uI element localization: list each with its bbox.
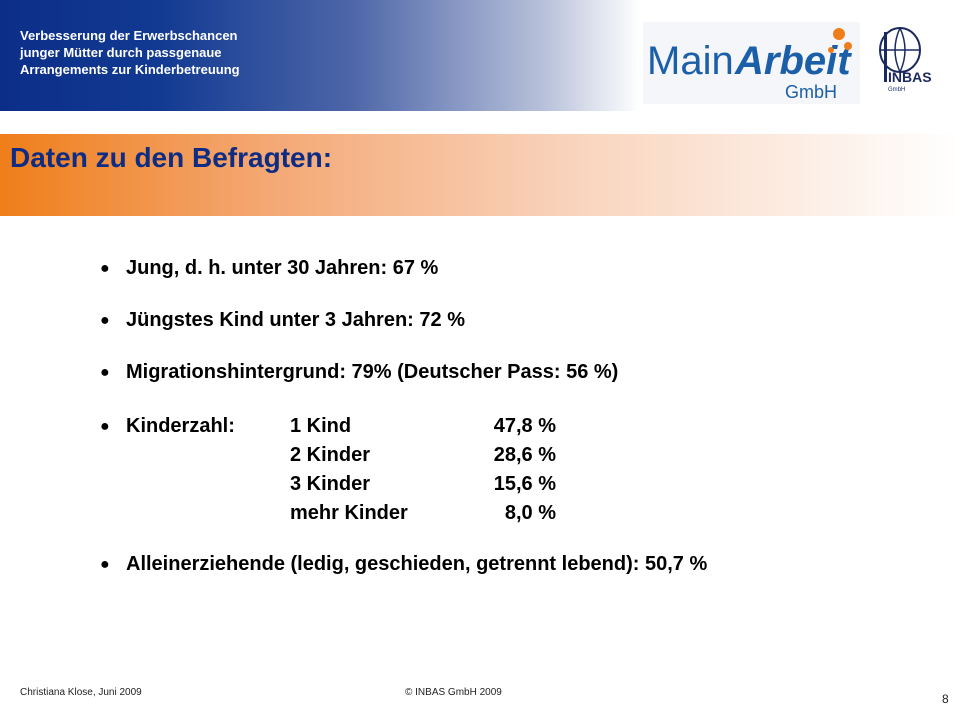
bullet-text: Alleinerziehende (ledig, geschieden, get… <box>126 553 708 575</box>
bullet-icon: ● <box>100 556 110 573</box>
bullet-text: Migrationshintergrund: 79% (Deutscher Pa… <box>126 361 619 383</box>
bullet-item: ● Alleinerziehende (ledig, geschieden, ge… <box>100 552 707 577</box>
bullet-text: Jung, d. h. unter 30 Jahren: 67 % <box>126 257 439 279</box>
bullet-item: ● Migrationshintergrund: 79% (Deutscher P… <box>100 360 618 385</box>
mainarbeit-logo: Main Arbeit GmbH <box>643 22 860 104</box>
logo-word-arbeit: Arbeit <box>734 39 852 83</box>
page-number: 8 <box>942 692 949 706</box>
bullet-icon: ● <box>100 312 110 329</box>
kinderzahl-row-label: mehr Kinder <box>290 502 408 524</box>
project-title-line: junger Mütter durch passgenaue <box>20 45 222 60</box>
footer-copyright: © INBAS GmbH 2009 <box>405 687 502 698</box>
kinderzahl-row-value: 15,6 % <box>493 473 556 495</box>
project-title-line: Arrangements zur Kinderbetreuung <box>20 62 240 77</box>
inbas-logo: INBAS GmbH <box>879 27 932 93</box>
header-band <box>0 0 640 111</box>
page-title: Daten zu den Befragten: <box>10 142 333 173</box>
title-band <box>0 134 960 216</box>
kinderzahl-row-value: 47,8 % <box>493 415 556 437</box>
bullet-icon: ● <box>100 260 110 277</box>
kinderzahl-row-value: 28,6 % <box>493 444 556 466</box>
kinderzahl-row-label: 1 Kind <box>290 415 352 437</box>
logo-suffix: GmbH <box>785 82 837 102</box>
bullet-icon: ● <box>100 364 110 381</box>
bullet-text: Jüngstes Kind unter 3 Jahren: 72 % <box>126 309 465 331</box>
logo-dot-icon <box>828 47 834 53</box>
project-title: Verbesserung der Erwerbschancen junger M… <box>20 27 320 78</box>
logo-dot-icon <box>844 42 852 50</box>
bullet-item: ● Jung, d. h. unter 30 Jahren: 67 % <box>100 256 438 281</box>
kinderzahl-heading: ● Kinderzahl: <box>100 414 235 439</box>
kinderzahl-row-value: 8,0 % <box>504 502 556 524</box>
kinderzahl-row-label: 2 Kinder <box>290 444 371 466</box>
bullet-icon: ● <box>100 418 110 435</box>
logo-word-main: Main <box>647 39 734 83</box>
kinderzahl-row-label: 3 Kinder <box>290 473 371 495</box>
footer-author: Christiana Klose, Juni 2009 <box>20 687 142 698</box>
bullet-item: ● Jüngstes Kind unter 3 Jahren: 72 % <box>100 308 465 333</box>
project-title-line: Verbesserung der Erwerbschancen <box>20 28 238 43</box>
inbas-sub: GmbH <box>888 87 905 93</box>
kinderzahl-label: Kinderzahl: <box>126 415 235 437</box>
logo-dot-icon <box>833 28 845 40</box>
inbas-text: INBAS <box>888 69 932 85</box>
